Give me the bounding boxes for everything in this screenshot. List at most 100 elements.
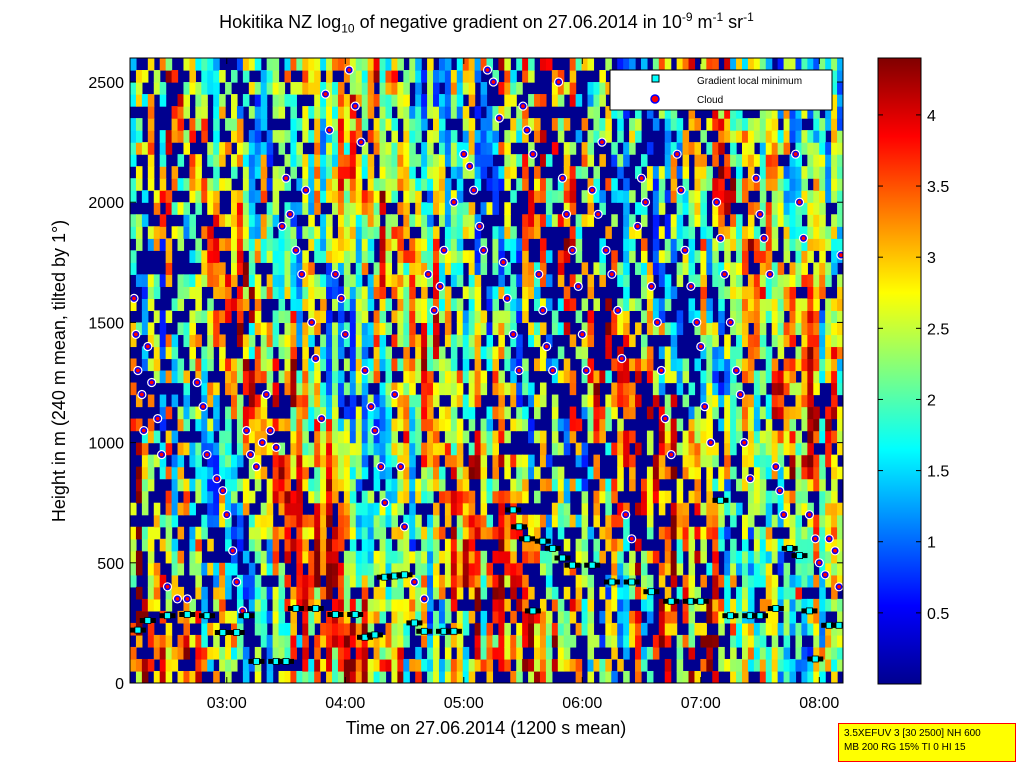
heatmap-cell	[260, 418, 268, 432]
heatmap-cell	[670, 250, 678, 263]
heatmap-cell	[290, 238, 297, 251]
heatmap-cell	[498, 178, 505, 191]
heatmap-cell	[587, 394, 595, 408]
heatmap-cell	[415, 190, 422, 203]
heatmap-cell	[688, 526, 696, 540]
gradient-minimum-marker	[559, 554, 566, 562]
legend-label-cloud: Cloud	[697, 95, 723, 106]
heatmap-cell	[724, 262, 731, 275]
heatmap-cell	[213, 562, 220, 576]
heatmap-cell	[664, 190, 672, 203]
cloud-marker-core	[322, 90, 329, 98]
heatmap-cell	[706, 238, 713, 251]
heatmap-cell	[236, 106, 244, 119]
heatmap-cell	[617, 358, 624, 372]
cloud-marker-core	[816, 559, 823, 567]
heatmap-cell	[504, 514, 511, 528]
heatmap-cell	[480, 502, 488, 516]
heatmap-cell	[450, 526, 458, 540]
heatmap-cell	[617, 514, 624, 528]
heatmap-cell	[183, 382, 191, 396]
heatmap-cell	[165, 370, 173, 384]
heatmap-cell	[403, 358, 410, 372]
heatmap-cell	[367, 154, 375, 167]
heatmap-cell	[326, 262, 333, 275]
heatmap-cell	[444, 646, 452, 660]
heatmap-cell	[771, 658, 779, 672]
heatmap-cell	[320, 106, 327, 119]
heatmap-cell	[581, 334, 589, 348]
heatmap-cell	[201, 646, 208, 660]
heatmap-cell	[254, 514, 262, 528]
heatmap-cell	[718, 202, 725, 215]
heatmap-cell	[290, 622, 297, 636]
gradient-minimum-marker	[569, 561, 576, 569]
heatmap-cell	[516, 298, 523, 311]
heatmap-cell	[225, 646, 232, 660]
heatmap-cell	[236, 322, 244, 336]
heatmap-cell	[569, 634, 577, 648]
heatmap-cell	[623, 430, 630, 444]
chart-title: Hokitika NZ log10 of negative gradient o…	[219, 10, 754, 36]
heatmap-cell	[640, 310, 648, 324]
heatmap-cell	[141, 442, 149, 456]
heatmap-cell	[444, 610, 452, 624]
heatmap-cell	[421, 274, 428, 287]
heatmap-cell	[183, 442, 191, 456]
heatmap-cell	[480, 94, 488, 107]
heatmap-cell	[225, 118, 232, 131]
heatmap-cell	[391, 274, 398, 287]
heatmap-cell	[343, 250, 351, 263]
heatmap-cell	[593, 418, 600, 432]
heatmap-cell	[825, 262, 832, 275]
heatmap-cell	[427, 154, 434, 167]
heatmap-cell	[290, 322, 297, 336]
heatmap-cell	[605, 82, 612, 95]
heatmap-cell	[492, 142, 499, 155]
heatmap-cell	[332, 526, 339, 540]
heatmap-cell	[189, 322, 196, 336]
heatmap-cell	[801, 658, 808, 672]
heatmap-cell	[153, 334, 161, 348]
heatmap-cell	[819, 214, 826, 227]
heatmap-cell	[712, 202, 719, 215]
heatmap-cell	[688, 634, 696, 648]
heatmap-cell	[700, 634, 707, 648]
heatmap-cell	[777, 562, 785, 576]
heatmap-cell	[314, 346, 321, 360]
heatmap-cell	[314, 166, 321, 179]
heatmap-cell	[159, 538, 167, 552]
heatmap-cell	[296, 634, 303, 648]
heatmap-cell	[747, 274, 755, 287]
heatmap-cell	[706, 562, 713, 576]
heatmap-cell	[266, 526, 274, 540]
heatmap-cell	[753, 298, 761, 311]
gradient-minimum-marker	[134, 626, 142, 634]
heatmap-cell	[617, 502, 624, 516]
heatmap-cell	[159, 322, 167, 336]
heatmap-cell	[617, 418, 624, 432]
colorbar-tick-label: 0.5	[927, 606, 949, 623]
heatmap-cell	[433, 454, 440, 468]
heatmap-cell	[433, 514, 440, 528]
heatmap-cell	[320, 478, 327, 492]
heatmap-cell	[361, 466, 369, 480]
heatmap-cell	[373, 454, 381, 468]
heatmap-cell	[171, 502, 179, 516]
heatmap-cell	[254, 310, 262, 324]
heatmap-cell	[183, 418, 191, 432]
heatmap-cell	[296, 466, 303, 480]
heatmap-cell	[504, 322, 511, 336]
heatmap-cell	[629, 610, 636, 624]
heatmap-cell	[569, 514, 577, 528]
heatmap-cell	[837, 286, 843, 299]
heatmap-cell	[385, 346, 393, 360]
heatmap-cell	[332, 574, 339, 588]
heatmap-cell	[207, 58, 214, 71]
heatmap-cell	[278, 370, 286, 384]
heatmap-cell	[171, 334, 179, 348]
heatmap-cell	[474, 382, 482, 396]
heatmap-cell	[332, 262, 339, 275]
heatmap-cell	[284, 214, 292, 227]
heatmap-cell	[522, 298, 529, 311]
